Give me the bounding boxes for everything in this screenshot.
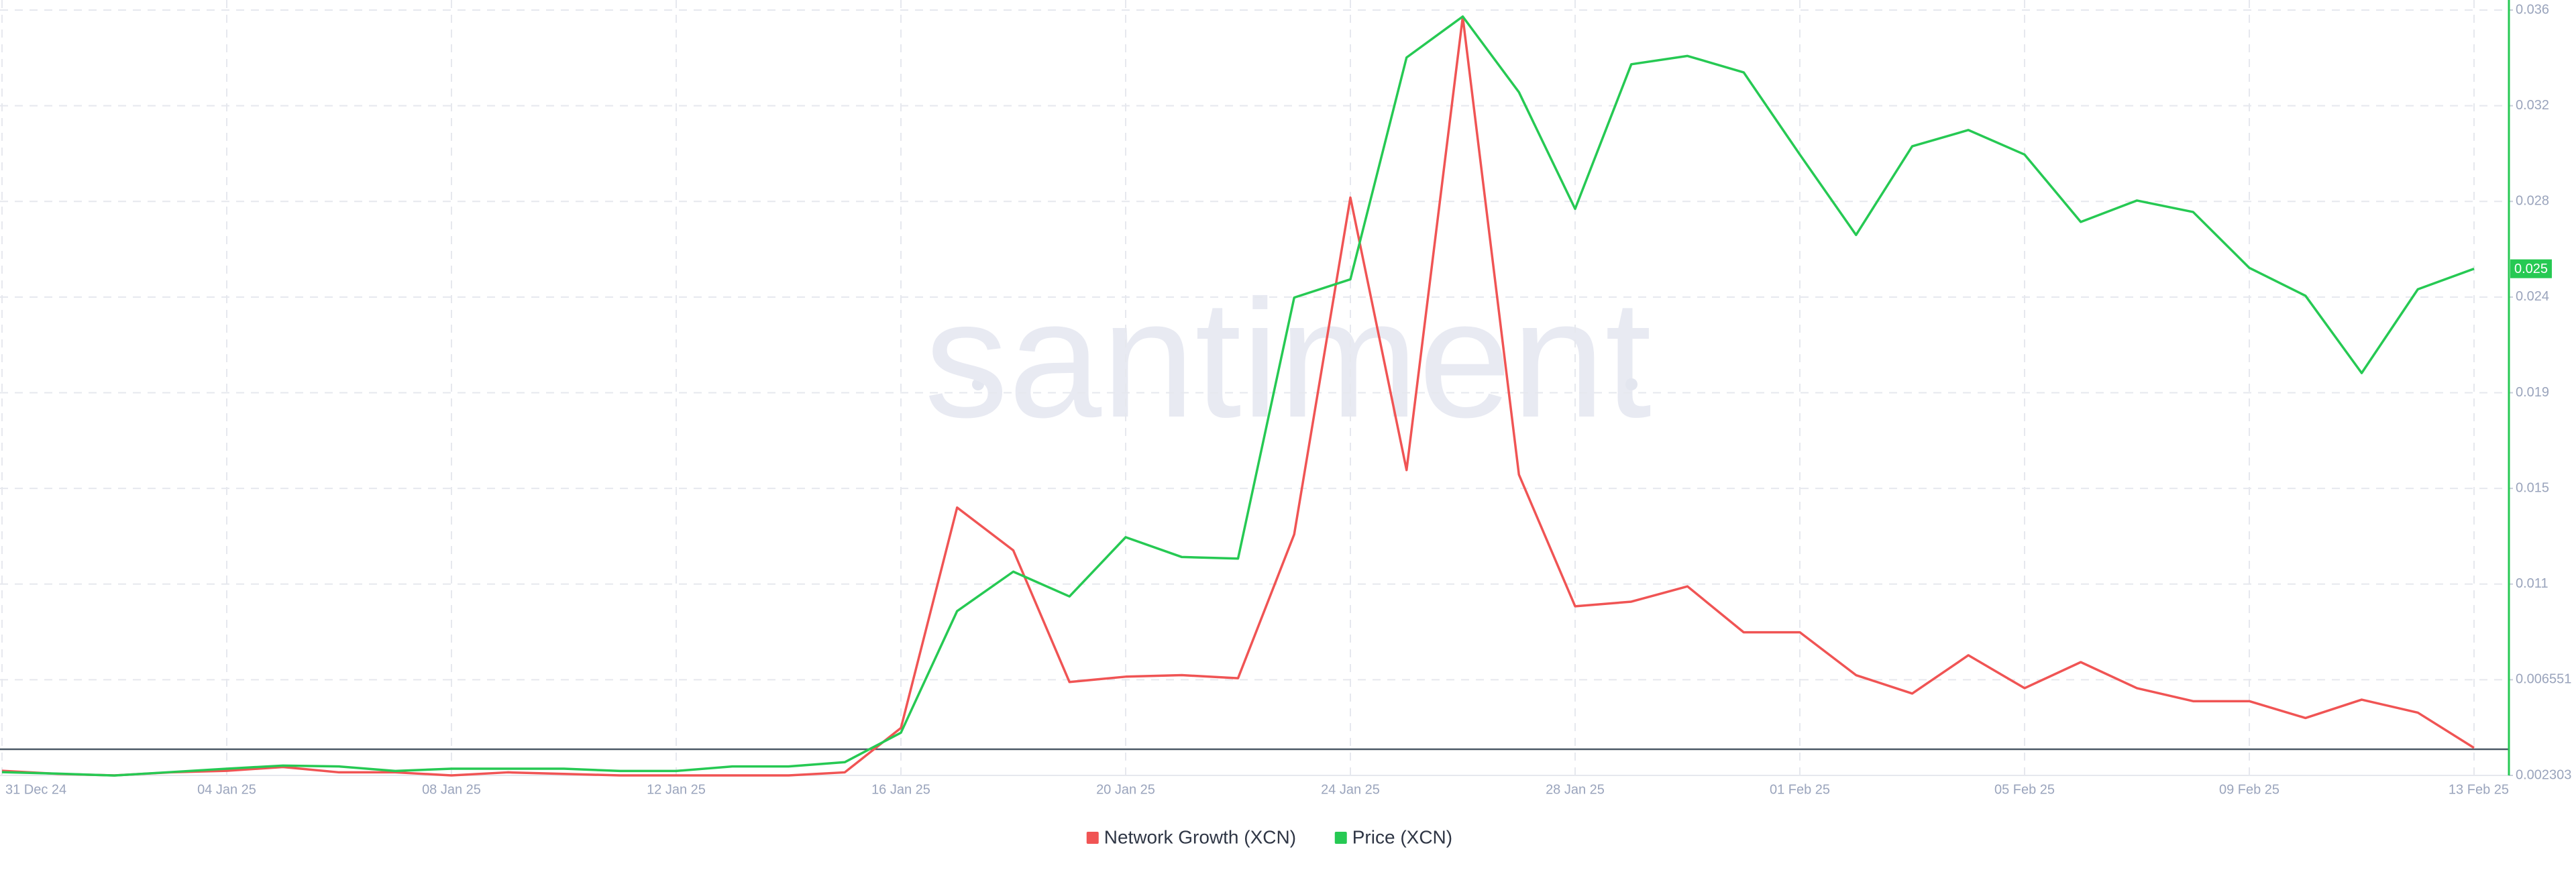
x-tick-label: 05 Feb 25 xyxy=(1994,782,2055,797)
y2-tick-label: 0.019 xyxy=(2516,385,2549,400)
x-tick-label: 01 Feb 25 xyxy=(1770,782,1830,797)
x-tick-label: 04 Jan 25 xyxy=(197,782,256,797)
legend-label: Network Growth (XCN) xyxy=(1104,826,1296,847)
legend-label: Price (XCN) xyxy=(1352,826,1452,847)
y2-tick-label: 0.036 xyxy=(2516,2,2549,17)
legend-swatch xyxy=(1334,832,1347,844)
watermark: santiment xyxy=(924,265,1652,452)
x-tick-label: 08 Jan 25 xyxy=(422,782,481,797)
watermark-text: santiment xyxy=(924,265,1652,452)
x-tick-label: 31 Dec 24 xyxy=(5,782,66,797)
y2-tick-label: 0.015 xyxy=(2516,480,2549,495)
y2-tick-label: 0.011 xyxy=(2516,576,2548,591)
value-label: 0.025 xyxy=(2514,262,2548,276)
series-line xyxy=(1,15,2475,777)
y2-tick-label: 0.028 xyxy=(2516,194,2549,209)
watermark-dot xyxy=(972,378,984,390)
value-label-bg xyxy=(2510,259,2552,278)
y2-tick-label: 0.002303 xyxy=(2516,767,2571,782)
x-tick-label: 12 Jan 25 xyxy=(647,782,706,797)
x-tick-label: 16 Jan 25 xyxy=(871,782,930,797)
x-tick-label: 20 Jan 25 xyxy=(1096,782,1155,797)
x-tick-label: 24 Jan 25 xyxy=(1321,782,1380,797)
x-tick-label: 28 Jan 25 xyxy=(1546,782,1605,797)
legend-swatch xyxy=(1086,832,1099,844)
x-tick-label: 09 Feb 25 xyxy=(2219,782,2279,797)
watermark-dot xyxy=(1625,378,1638,390)
y2-tick-label: 0.024 xyxy=(2516,289,2549,304)
y2-tick-label: 0.006551 xyxy=(2516,672,2571,687)
series-line xyxy=(1,15,2475,777)
y2-tick-label: 0.032 xyxy=(2516,98,2549,113)
x-tick-label: 13 Feb 25 xyxy=(2449,782,2509,797)
